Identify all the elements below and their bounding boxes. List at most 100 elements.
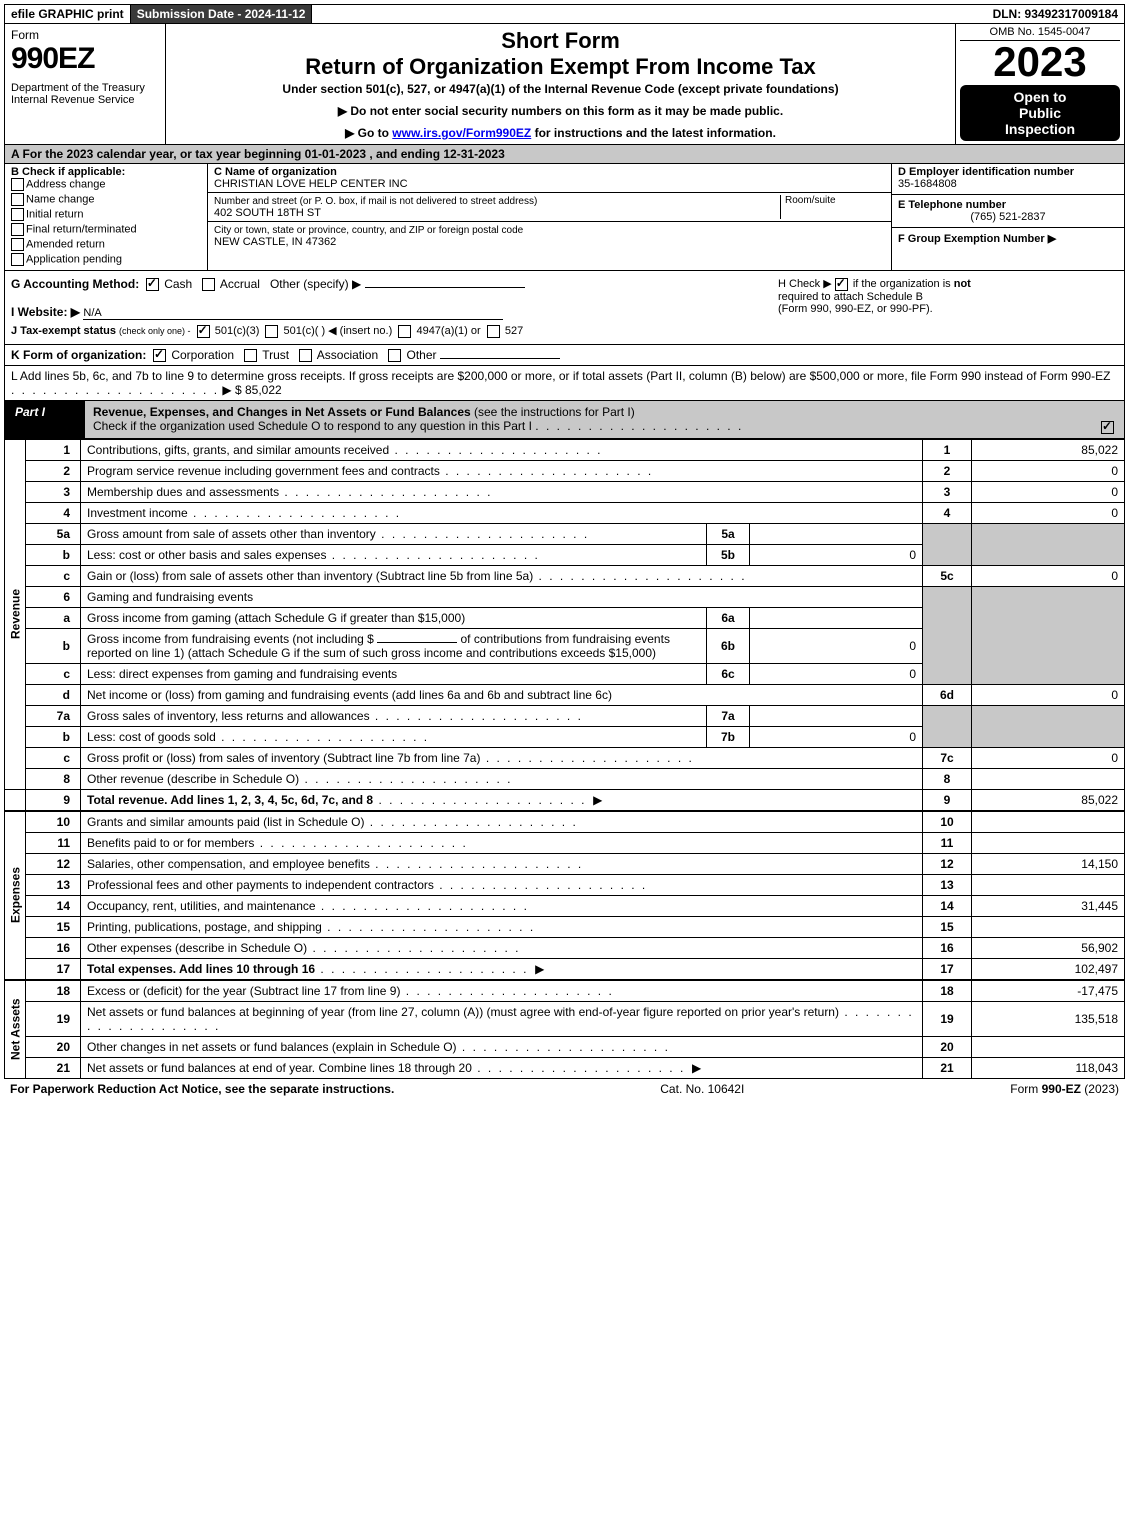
chk-name-label: Name change [26,193,95,205]
line-k: K Form of organization: Corporation Trus… [4,345,1125,366]
inset-val: 0 [750,544,923,565]
accrual-label: Accrual [220,277,260,291]
line-num: 8 [26,768,81,789]
box-val: 118,043 [972,1057,1125,1078]
chk-initial[interactable]: Initial return [11,208,201,221]
box-num: 19 [923,1001,972,1036]
chk-501c[interactable] [265,325,278,338]
chk-amended[interactable]: Amended return [11,238,201,251]
box-val [972,768,1125,789]
chk-corp[interactable] [153,349,166,362]
table-row: 16Other expenses (describe in Schedule O… [5,937,1125,958]
chk-name[interactable]: Name change [11,193,201,206]
line-num: 4 [26,502,81,523]
chk-h[interactable] [835,278,848,291]
line-desc-text: Net assets or fund balances at beginning… [87,1005,839,1019]
header-right: OMB No. 1545-0047 2023 Open to Public In… [955,24,1124,144]
line-desc: Less: direct expenses from gaming and fu… [81,663,707,684]
chk-accrual[interactable] [202,278,215,291]
line-num: 11 [26,832,81,853]
footer-right-pre: Form [1010,1082,1041,1096]
line-desc: Other revenue (describe in Schedule O) [81,768,923,789]
street-row: Number and street (or P. O. box, if mail… [208,193,891,222]
tel-lbl: E Telephone number [898,199,1006,211]
table-row: 8 Other revenue (describe in Schedule O)… [5,768,1125,789]
chk-trust[interactable] [244,349,257,362]
table-row: 13Professional fees and other payments t… [5,874,1125,895]
group-lbl: F Group Exemption Number ▶ [898,233,1056,245]
line-desc: Contributions, gifts, grants, and simila… [81,439,923,460]
line-desc: Net assets or fund balances at beginning… [81,1001,923,1036]
chk-527[interactable] [487,325,500,338]
dept-line2: Internal Revenue Service [11,94,159,106]
other-blank [365,287,525,288]
chk-4947[interactable] [398,325,411,338]
box-c: C Name of organization CHRISTIAN LOVE HE… [208,164,892,270]
inset-num: 5b [707,544,750,565]
arrow-icon: ▶ [692,1061,701,1075]
l-val: 85,022 [245,383,282,397]
footer-right-post: (2023) [1081,1082,1119,1096]
line-desc: Grants and similar amounts paid (list in… [81,811,923,832]
line-desc-text: Program service revenue including govern… [87,464,440,478]
org-name-row: C Name of organization CHRISTIAN LOVE HE… [208,164,891,193]
box-num: 15 [923,916,972,937]
line-num: 17 [26,958,81,979]
table-row: 21 Net assets or fund balances at end of … [5,1057,1125,1078]
city: NEW CASTLE, IN 47362 [214,236,336,248]
line-desc-text: Less: cost of goods sold [87,730,216,744]
line-desc: Other expenses (describe in Schedule O) [81,937,923,958]
table-row: 14Occupancy, rent, utilities, and mainte… [5,895,1125,916]
line-desc: Gain or (loss) from sale of assets other… [81,565,923,586]
line-num: 19 [26,1001,81,1036]
line-desc-text: Gain or (loss) from sale of assets other… [87,569,533,583]
box-num: 16 [923,937,972,958]
line-num: 7a [26,705,81,726]
chk-cash[interactable] [146,278,159,291]
part1-chk[interactable] [1101,419,1116,433]
chk-pending[interactable]: Application pending [11,253,201,266]
box-val: 0 [972,747,1125,768]
dln-label: DLN: 93492317009184 [987,5,1124,23]
line-desc: Total revenue. Add lines 1, 2, 3, 4, 5c,… [81,789,923,810]
box-val [972,916,1125,937]
line-num: a [26,607,81,628]
chk-address[interactable]: Address change [11,178,201,191]
box-val [972,832,1125,853]
footer-mid: Cat. No. 10642I [660,1082,744,1096]
line-desc: Less: cost of goods sold [81,726,707,747]
irs-link[interactable]: www.irs.gov/Form990EZ [392,126,531,140]
h-not: not [954,278,971,290]
line-num: 21 [26,1057,81,1078]
chk-501c3[interactable] [197,325,210,338]
box-val: 14,150 [972,853,1125,874]
chk-assoc[interactable] [299,349,312,362]
line-desc: Gross income from fundraising events (no… [81,628,707,663]
net-side-label: Net Assets [5,980,26,1078]
inset-num: 7a [707,705,750,726]
line-desc-text: Net assets or fund balances at end of ye… [87,1061,472,1075]
ein-val: 35-1684808 [898,178,957,190]
g-left: G Accounting Method: Cash Accrual Other … [11,277,770,338]
line-j: J Tax-exempt status (check only one) - 5… [11,324,770,338]
city-lbl: City or town, state or province, country… [214,225,523,236]
inset-num: 5a [707,523,750,544]
table-row: d Net income or (loss) from gaming and f… [5,684,1125,705]
chk-other-org[interactable] [388,349,401,362]
efile-label[interactable]: efile GRAPHIC print [5,5,131,23]
l-text: L Add lines 5b, 6c, and 7b to line 9 to … [11,369,1110,383]
527-label: 527 [505,325,523,337]
inset-num: 6a [707,607,750,628]
line-num: c [26,663,81,684]
line-num: 18 [26,980,81,1001]
k-lbl: K Form of organization: [11,348,146,362]
line-desc: Other changes in net assets or fund bala… [81,1036,923,1057]
table-row: 11Benefits paid to or for members11 [5,832,1125,853]
box-num: 18 [923,980,972,1001]
other-org-blank [440,358,560,359]
line-desc-text: Printing, publications, postage, and shi… [87,920,322,934]
instr-goto: ▶ Go to www.irs.gov/Form990EZ for instru… [174,126,947,140]
box-num: 21 [923,1057,972,1078]
other-org-label: Other [407,348,437,362]
chk-final[interactable]: Final return/terminated [11,223,201,236]
